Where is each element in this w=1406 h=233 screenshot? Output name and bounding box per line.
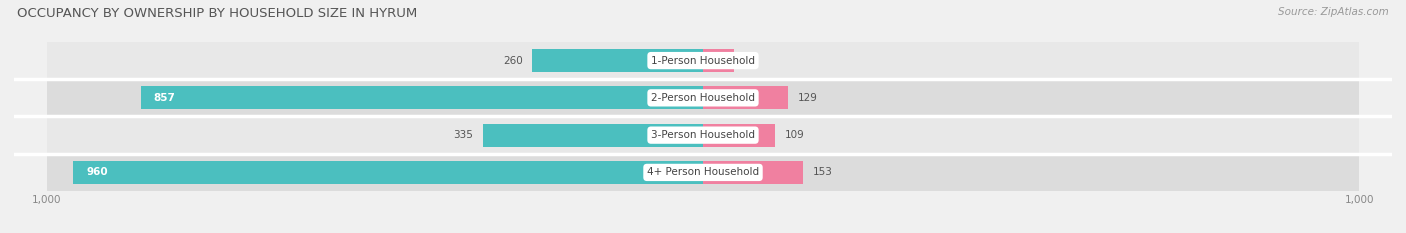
Bar [703,116,1360,154]
Bar [46,116,703,154]
Text: 857: 857 [153,93,176,103]
Bar [703,79,1360,116]
Bar [141,86,703,110]
Text: Source: ZipAtlas.com: Source: ZipAtlas.com [1278,7,1389,17]
Bar [703,161,803,184]
Bar [703,49,734,72]
Bar [484,123,703,147]
Bar [46,79,703,116]
Bar [703,123,775,147]
Text: 335: 335 [454,130,474,140]
Text: 260: 260 [503,56,523,65]
Text: 109: 109 [785,130,804,140]
Text: OCCUPANCY BY OWNERSHIP BY HOUSEHOLD SIZE IN HYRUM: OCCUPANCY BY OWNERSHIP BY HOUSEHOLD SIZE… [17,7,418,20]
Bar [46,42,703,79]
Text: 4+ Person Household: 4+ Person Household [647,168,759,177]
Bar [73,161,703,184]
Text: 129: 129 [797,93,817,103]
Bar [703,86,787,110]
Text: 1-Person Household: 1-Person Household [651,56,755,65]
Text: 960: 960 [86,168,108,177]
Text: 47: 47 [744,56,756,65]
Text: 2-Person Household: 2-Person Household [651,93,755,103]
Bar [46,154,703,191]
Text: 153: 153 [813,168,834,177]
Bar [703,154,1360,191]
Bar [533,49,703,72]
Bar [703,42,1360,79]
Text: 3-Person Household: 3-Person Household [651,130,755,140]
